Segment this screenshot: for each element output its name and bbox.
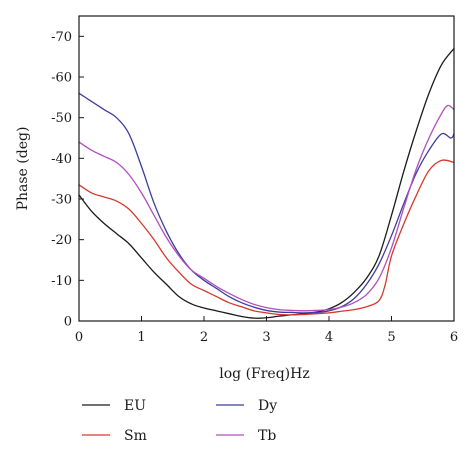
series-line-tb — [78, 104, 455, 312]
series-line-dy — [78, 92, 455, 314]
legend-label-tb: Tb — [258, 428, 276, 444]
y-tick-label-70: -70 — [51, 30, 72, 45]
y-tick-label-20: -20 — [51, 233, 72, 248]
y-tick-label-0: 0 — [64, 315, 72, 330]
y-tick-label-60: -60 — [51, 71, 72, 86]
y-axis-title: Phase (deg) — [15, 127, 31, 211]
x-tick-label-3: 3 — [262, 330, 270, 345]
x-tick-label-1: 1 — [137, 330, 145, 345]
y-tick-label-10: -10 — [51, 274, 72, 289]
legend-label-s: Sm — [124, 428, 147, 444]
legend: EU Sm Dy Tb — [82, 398, 277, 444]
series-lines — [78, 47, 455, 319]
x-axis-title: log (Freq)Hz — [219, 366, 309, 382]
axis-ticks — [78, 35, 455, 322]
axis-tick-labels: 0 1 2 3 4 5 6 0 -10 -20 -30 -40 -50 -60 -70 — [51, 30, 458, 345]
x-tick-label-2: 2 — [200, 330, 208, 345]
legend-label-dy: Dy — [258, 398, 277, 414]
y-tick-label-50: -50 — [51, 111, 72, 126]
y-tick-label-30: -30 — [51, 193, 72, 208]
x-tick-label-0: 0 — [75, 330, 83, 345]
plot-area-frame — [78, 15, 455, 322]
legend-label-eu: EU — [124, 398, 146, 414]
series-line-s — [78, 159, 455, 316]
x-tick-label-6: 6 — [450, 330, 458, 345]
x-tick-label-5: 5 — [387, 330, 395, 345]
y-tick-label-40: -40 — [51, 152, 72, 167]
x-tick-label-4: 4 — [325, 330, 333, 345]
